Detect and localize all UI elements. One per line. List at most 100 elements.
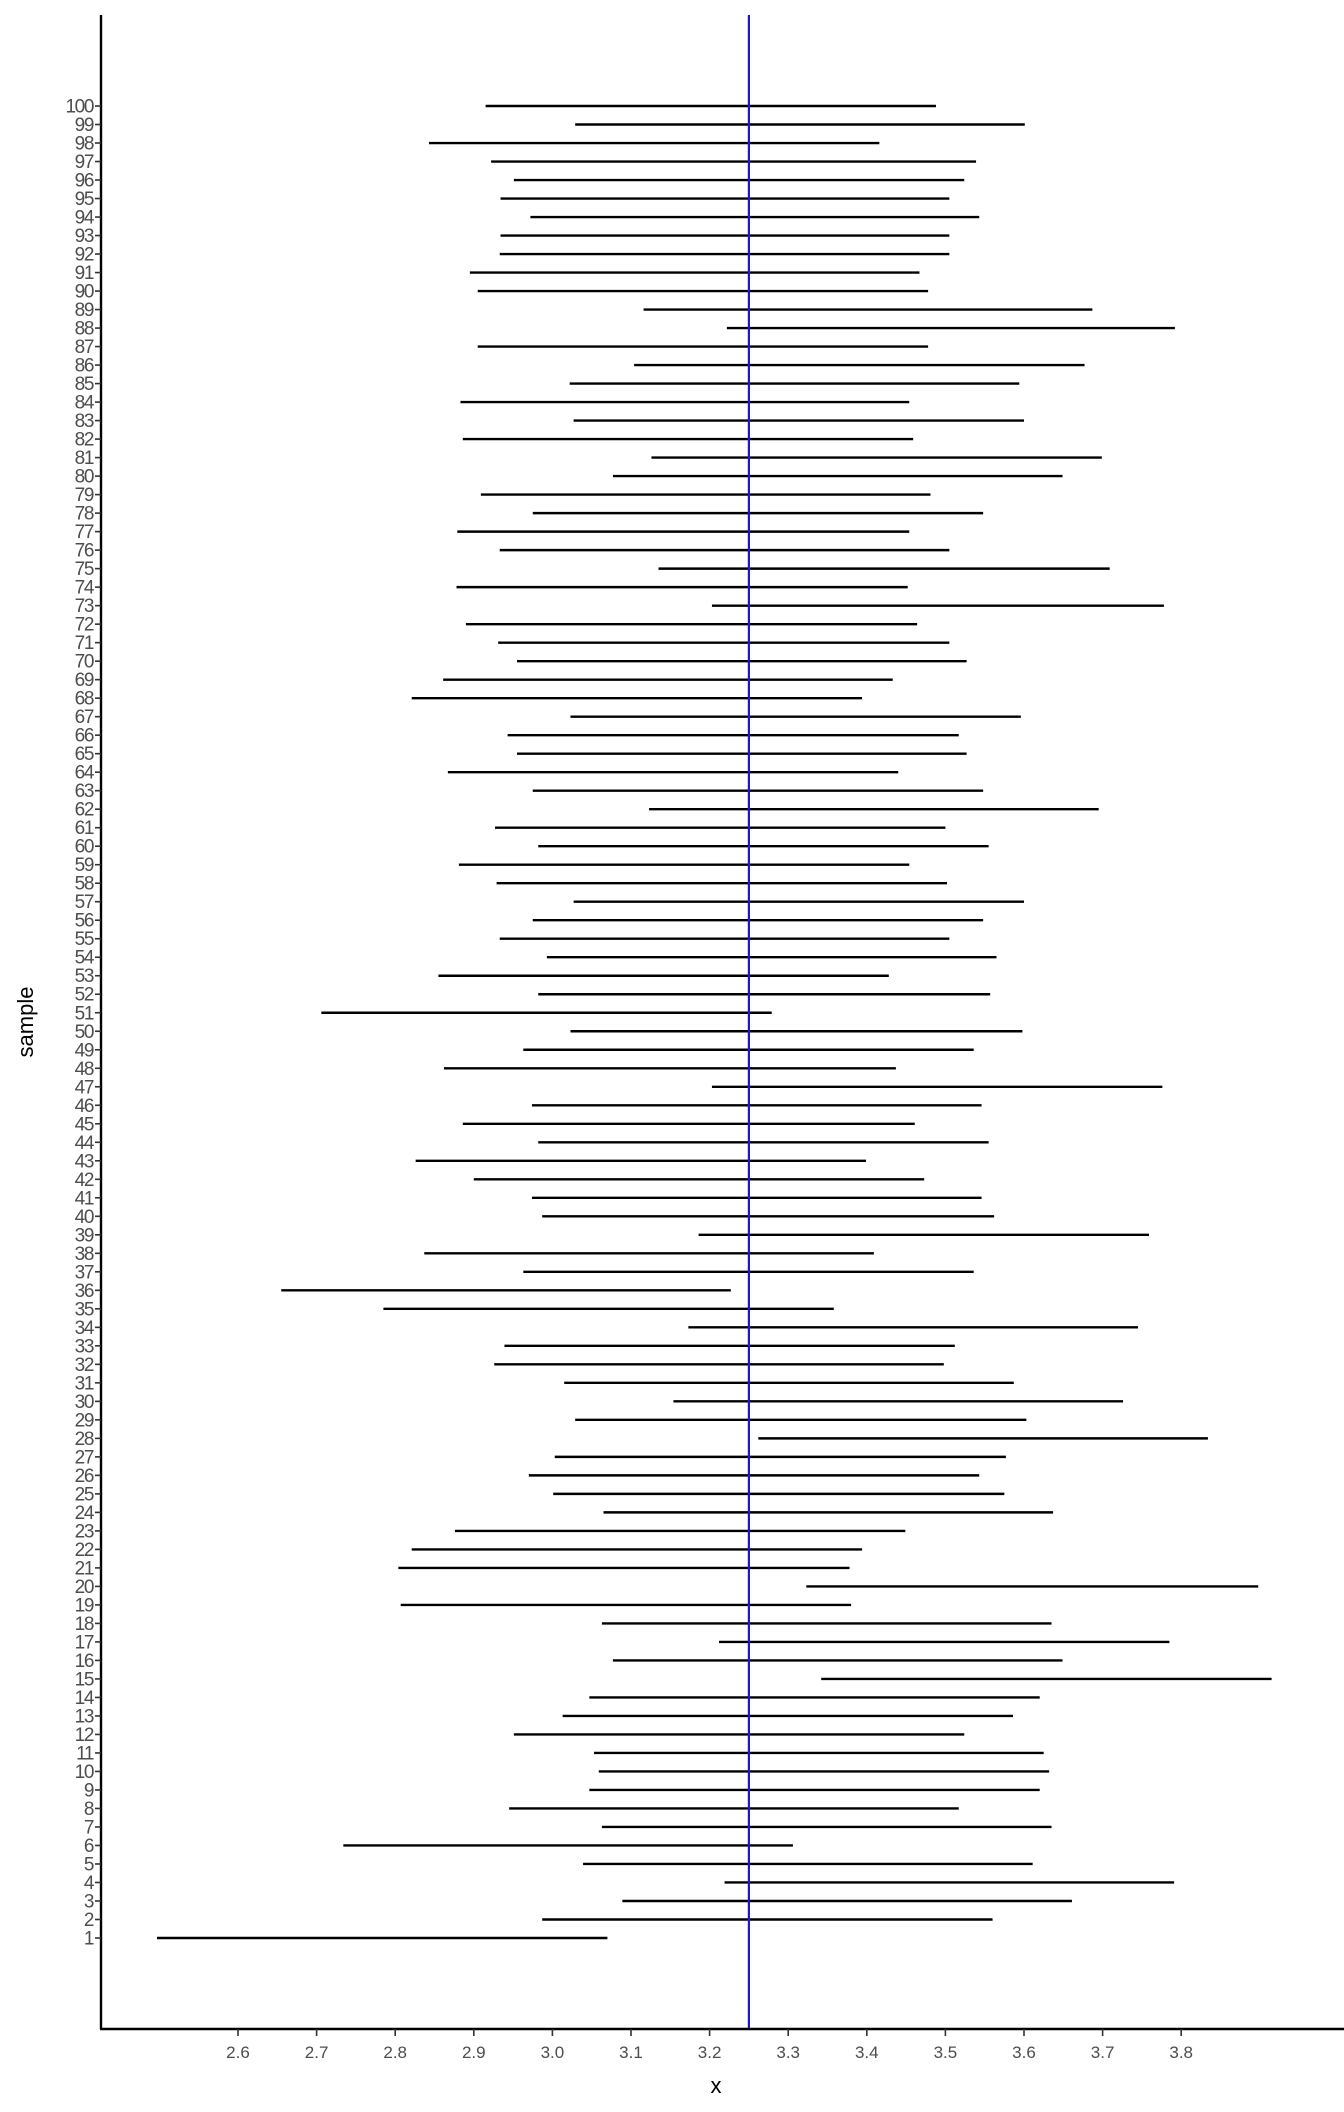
y-tick-label: 53	[75, 966, 94, 987]
y-tick-label: 87	[75, 337, 94, 358]
y-tick-label: 65	[75, 744, 94, 765]
y-tick-label: 63	[75, 781, 94, 802]
y-tick-label: 95	[75, 189, 94, 210]
y-tick-label: 67	[75, 707, 94, 728]
y-tick-label: 64	[75, 763, 95, 784]
y-tick-label: 8	[84, 1799, 94, 1820]
y-tick-label: 2	[84, 1910, 94, 1931]
y-tick-label: 28	[75, 1429, 94, 1450]
y-tick-label: 21	[75, 1558, 94, 1579]
y-tick-label: 86	[75, 356, 94, 377]
y-tick-label: 23	[75, 1521, 94, 1542]
y-tick-label: 91	[75, 263, 94, 284]
y-tick-label: 41	[75, 1188, 94, 1209]
y-tick-label: 16	[75, 1651, 94, 1672]
interval-segments	[157, 104, 1272, 1940]
y-tick-label: 51	[75, 1003, 94, 1024]
y-tick-label: 89	[75, 300, 94, 321]
y-tick-label: 84	[75, 393, 95, 414]
x-axis-ticks: 2.6 2.7 2.8 2.9 3.0 3.1 3.2 3.3 3.4 3.5 3.6 3.7 3.8	[226, 2029, 1193, 2062]
y-tick-label: 46	[75, 1096, 94, 1117]
y-tick-label: 11	[76, 1743, 94, 1764]
x-tick-label: 3.2	[698, 2043, 722, 2062]
y-tick-label: 94	[75, 208, 95, 229]
x-tick-label: 3.4	[855, 2043, 879, 2062]
y-tick-label: 44	[75, 1133, 95, 1154]
y-tick-label: 100	[65, 97, 93, 118]
y-tick-label: 6	[84, 1836, 94, 1857]
y-tick-label: 9	[84, 1780, 94, 1801]
y-tick-label: 57	[75, 892, 94, 913]
y-tick-label: 19	[75, 1595, 94, 1616]
x-tick-label: 3.7	[1091, 2043, 1115, 2062]
y-tick-label: 55	[75, 929, 94, 950]
y-tick-label: 37	[75, 1262, 94, 1283]
y-tick-label: 22	[75, 1540, 94, 1561]
y-tick-label: 17	[75, 1632, 94, 1653]
y-tick-label: 25	[75, 1484, 94, 1505]
y-tick-label: 33	[75, 1336, 94, 1357]
y-tick-label: 29	[75, 1410, 94, 1431]
y-tick-label: 93	[75, 226, 94, 247]
y-tick-label: 88	[75, 319, 94, 340]
y-tick-label: 75	[75, 559, 94, 580]
y-tick-label: 1	[84, 1929, 94, 1950]
y-tick-label: 50	[75, 1022, 94, 1043]
y-tick-label: 32	[75, 1355, 94, 1376]
y-tick-label: 27	[75, 1447, 94, 1468]
y-tick-label: 48	[75, 1059, 94, 1080]
y-tick-label: 69	[75, 670, 94, 691]
y-tick-label: 70	[75, 652, 94, 673]
y-tick-label: 10	[75, 1762, 94, 1783]
y-tick-label: 66	[75, 726, 94, 747]
y-tick-label: 56	[75, 911, 94, 932]
y-tick-label: 96	[75, 171, 94, 192]
y-tick-label: 3	[84, 1891, 94, 1912]
y-tick-label: 34	[75, 1318, 95, 1339]
y-tick-label: 4	[84, 1873, 95, 1894]
x-tick-label: 3.1	[619, 2043, 643, 2062]
y-tick-label: 40	[75, 1207, 94, 1228]
y-axis-ticks: 1234567891011121314151617181920212223242…	[65, 97, 101, 1950]
y-tick-label: 81	[75, 448, 94, 469]
y-tick-label: 18	[75, 1614, 94, 1635]
y-tick-label: 54	[75, 948, 95, 969]
y-tick-label: 72	[75, 615, 94, 636]
y-tick-label: 47	[75, 1077, 94, 1098]
y-tick-label: 7	[84, 1817, 94, 1838]
y-tick-label: 58	[75, 874, 94, 895]
y-tick-label: 13	[75, 1706, 94, 1727]
x-tick-label: 3.0	[541, 2043, 565, 2062]
y-tick-label: 71	[75, 633, 94, 654]
y-tick-label: 74	[75, 578, 95, 599]
y-tick-label: 31	[75, 1373, 94, 1394]
y-tick-label: 38	[75, 1244, 94, 1265]
y-axis-title: sample	[13, 987, 38, 1058]
y-tick-label: 39	[75, 1225, 94, 1246]
x-tick-label: 2.8	[383, 2043, 407, 2062]
y-tick-label: 99	[75, 115, 94, 136]
y-tick-label: 60	[75, 837, 94, 858]
y-tick-label: 97	[75, 152, 94, 173]
y-tick-label: 5	[84, 1854, 94, 1875]
y-tick-label: 61	[75, 818, 94, 839]
x-tick-label: 3.8	[1169, 2043, 1193, 2062]
x-tick-label: 3.3	[776, 2043, 800, 2062]
y-tick-label: 80	[75, 467, 94, 488]
y-tick-label: 62	[75, 800, 94, 821]
x-tick-label: 2.6	[226, 2043, 250, 2062]
x-tick-label: 3.5	[934, 2043, 958, 2062]
y-tick-label: 85	[75, 374, 94, 395]
y-tick-label: 15	[75, 1669, 94, 1690]
y-tick-label: 14	[75, 1688, 95, 1709]
y-tick-label: 98	[75, 134, 94, 155]
y-tick-label: 35	[75, 1299, 94, 1320]
y-tick-label: 12	[75, 1725, 94, 1746]
y-tick-label: 76	[75, 541, 94, 562]
y-tick-label: 79	[75, 485, 94, 506]
y-tick-label: 59	[75, 855, 94, 876]
x-axis-title: x	[711, 2073, 722, 2098]
y-tick-label: 90	[75, 282, 94, 303]
y-tick-label: 52	[75, 985, 94, 1006]
